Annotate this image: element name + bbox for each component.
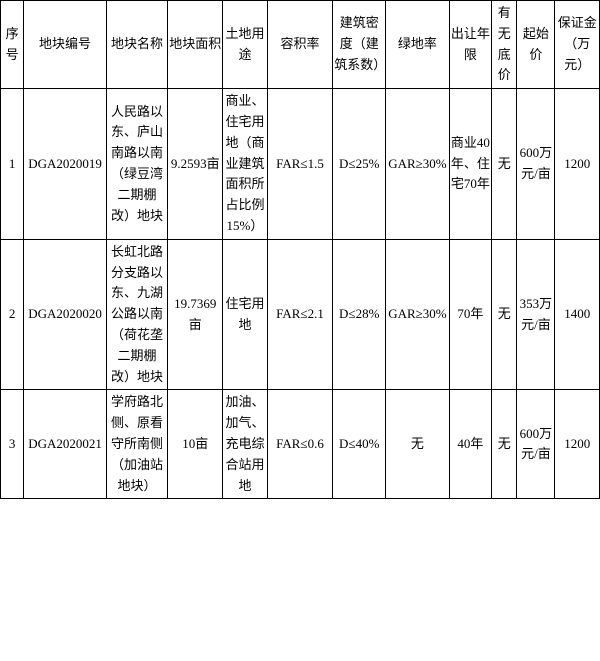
cell-density: D≤28% (333, 239, 386, 390)
col-seq: 序号 (1, 1, 24, 89)
col-code: 地块编号 (24, 1, 107, 89)
cell-density: D≤25% (333, 89, 386, 240)
cell-name: 长虹北路分支路以东、九湖公路以南（荷花垄二期棚改）地块 (106, 239, 167, 390)
cell-floor: 无 (492, 239, 517, 390)
cell-area: 19.7369亩 (168, 239, 223, 390)
cell-use: 加油、加气、充电综合站用地 (223, 390, 267, 499)
cell-deposit: 1200 (555, 89, 600, 240)
table-body: 1DGA2020019人民路以东、庐山南路以南（绿豆湾二期棚改）地块9.2593… (1, 89, 600, 499)
col-term: 出让年限 (449, 1, 491, 89)
cell-deposit: 1400 (555, 239, 600, 390)
col-floor: 有无底价 (492, 1, 517, 89)
table-row: 3DGA2020021学府路北侧、原看守所南侧（加油站地块）10亩加油、加气、充… (1, 390, 600, 499)
col-price: 起始价 (517, 1, 555, 89)
cell-deposit: 1200 (555, 390, 600, 499)
cell-name: 人民路以东、庐山南路以南（绿豆湾二期棚改）地块 (106, 89, 167, 240)
cell-area: 10亩 (168, 390, 223, 499)
cell-floor: 无 (492, 390, 517, 499)
cell-green: GAR≥30% (386, 239, 449, 390)
land-parcel-table: 序号 地块编号 地块名称 地块面积 土地用途 容积率 建筑密度（建筑系数） 绿地… (0, 0, 600, 499)
col-name: 地块名称 (106, 1, 167, 89)
cell-green: GAR≥30% (386, 89, 449, 240)
cell-green: 无 (386, 390, 449, 499)
cell-use: 住宅用地 (223, 239, 267, 390)
cell-area: 9.2593亩 (168, 89, 223, 240)
cell-use: 商业、住宅用地（商业建筑面积所占比例15%） (223, 89, 267, 240)
table-row: 2DGA2020020长虹北路分支路以东、九湖公路以南（荷花垄二期棚改）地块19… (1, 239, 600, 390)
cell-term: 商业40年、住宅70年 (449, 89, 491, 240)
cell-term: 70年 (449, 239, 491, 390)
table-row: 1DGA2020019人民路以东、庐山南路以南（绿豆湾二期棚改）地块9.2593… (1, 89, 600, 240)
cell-density: D≤40% (333, 390, 386, 499)
table-header-row: 序号 地块编号 地块名称 地块面积 土地用途 容积率 建筑密度（建筑系数） 绿地… (1, 1, 600, 89)
cell-name: 学府路北侧、原看守所南侧（加油站地块） (106, 390, 167, 499)
cell-seq: 1 (1, 89, 24, 240)
col-far: 容积率 (267, 1, 333, 89)
cell-term: 40年 (449, 390, 491, 499)
cell-price: 600万元/亩 (517, 89, 555, 240)
cell-code: DGA2020019 (24, 89, 107, 240)
cell-far: FAR≤0.6 (267, 390, 333, 499)
cell-code: DGA2020020 (24, 239, 107, 390)
cell-far: FAR≤2.1 (267, 239, 333, 390)
col-deposit: 保证金（万元） (555, 1, 600, 89)
cell-price: 600万元/亩 (517, 390, 555, 499)
cell-code: DGA2020021 (24, 390, 107, 499)
col-green: 绿地率 (386, 1, 449, 89)
col-area: 地块面积 (168, 1, 223, 89)
cell-seq: 3 (1, 390, 24, 499)
cell-far: FAR≤1.5 (267, 89, 333, 240)
col-density: 建筑密度（建筑系数） (333, 1, 386, 89)
col-use: 土地用途 (223, 1, 267, 89)
cell-price: 353万元/亩 (517, 239, 555, 390)
cell-floor: 无 (492, 89, 517, 240)
cell-seq: 2 (1, 239, 24, 390)
